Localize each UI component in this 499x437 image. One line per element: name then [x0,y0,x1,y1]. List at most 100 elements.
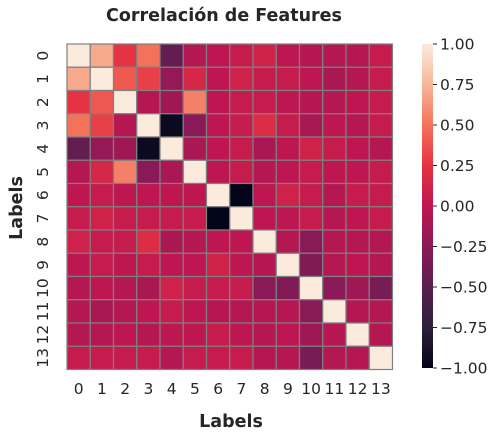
y-tick-label: 11 [34,302,52,322]
heatmap-cell [322,345,347,371]
heatmap-cell [229,66,254,92]
heatmap-cell [136,89,161,115]
heatmap-cell [182,229,208,254]
heatmap-cell [322,43,347,68]
heatmap-cell [66,136,91,161]
heatmap-cell [345,66,370,92]
heatmap-cell [182,345,208,371]
heatmap-cell [322,182,347,208]
y-tick-label: 13 [34,348,52,368]
heatmap-cell [205,89,231,115]
heatmap-cell [89,43,115,68]
heatmap-cell [136,66,161,92]
heatmap-cell [345,322,370,347]
heatmap-cell [252,322,277,347]
heatmap-cell [182,159,208,185]
heatmap-cell [322,66,347,92]
heatmap-cell [252,136,277,161]
heatmap-cell [112,345,138,371]
x-tick-label: 4 [167,380,177,398]
heatmap-cell [368,136,394,161]
heatmap-cell [205,182,231,208]
heatmap-cell [205,275,231,301]
heatmap-cell [345,275,370,301]
heatmap-cell [252,113,277,138]
y-tick-label: 2 [34,97,52,107]
heatmap-cell [275,345,301,371]
heatmap-cell [112,322,138,347]
x-tick-labels: 0 1 2 3 4 5 6 7 8 9 10 11 12 13 [74,380,391,398]
heatmap-cell [229,159,254,185]
heatmap-cell [159,229,184,254]
heatmap-cell [229,322,254,347]
heatmap-cell [368,159,394,185]
heatmap-cell [252,182,277,208]
heatmap-cell [89,136,115,161]
x-tick-label: 1 [97,380,107,398]
x-tick-label: 3 [143,380,153,398]
heatmap-cell [89,299,115,324]
chart-title: Correlación de Features [106,6,342,26]
heatmap-cell [322,206,347,231]
heatmap-cell [298,252,324,278]
heatmap-cell [89,252,115,278]
heatmap-cell [159,43,184,68]
heatmap-cell [66,345,91,371]
heatmap-cell [275,136,301,161]
heatmap-cell [89,89,115,115]
heatmap-cell [275,66,301,92]
heatmap-cell [159,89,184,115]
y-axis-label: Labels [7,176,27,240]
heatmap-cell [368,66,394,92]
heatmap-cell [182,299,208,324]
heatmap-cell [322,322,347,347]
heatmap-cell [66,159,91,185]
y-tick-label: 8 [34,237,52,247]
heatmap-cell [229,113,254,138]
heatmap-cell [112,206,138,231]
heatmap-cell [136,275,161,301]
heatmap-cell [368,299,394,324]
heatmap-cell [66,43,91,68]
heatmap-cell [89,206,115,231]
x-axis-label: Labels [199,412,263,432]
x-tick-label: 6 [213,380,223,398]
heatmap-cell [322,159,347,185]
heatmap-cell [66,206,91,231]
heatmap-cell [205,66,231,92]
heatmap-cell [345,182,370,208]
heatmap-cell [229,182,254,208]
heatmap-cell [368,275,394,301]
heatmap-cell [275,206,301,231]
colorbar-tick-label: 1.00 [440,36,475,54]
heatmap-cell [112,43,138,68]
heatmap-cell [345,89,370,115]
x-tick-label: 12 [348,380,368,398]
heatmap-cell [275,182,301,208]
heatmap-cell [345,252,370,278]
heatmap-cell [229,229,254,254]
heatmap-cell [345,159,370,185]
heatmap-cell [298,136,324,161]
x-tick-label: 5 [190,380,200,398]
heatmap-cell [159,345,184,371]
heatmap-cell [368,182,394,208]
heatmap-cell [159,322,184,347]
heatmap-cell [89,182,115,208]
heatmap-cell [205,299,231,324]
heatmap-cell [252,229,277,254]
heatmap-cell [89,66,115,92]
heatmap-cell [66,66,91,92]
y-tick-label: 9 [34,260,52,270]
y-tick-label: 4 [34,144,52,154]
heatmap-cell [112,275,138,301]
heatmap-cell [182,275,208,301]
heatmap-cell [322,252,347,278]
heatmap-cell [298,206,324,231]
x-tick-label: 9 [283,380,293,398]
heatmap-cell [345,345,370,371]
heatmap-cell [322,299,347,324]
heatmap-cell [298,182,324,208]
x-tick-label: 2 [120,380,130,398]
colorbar-tick-label: 0.00 [440,198,475,216]
